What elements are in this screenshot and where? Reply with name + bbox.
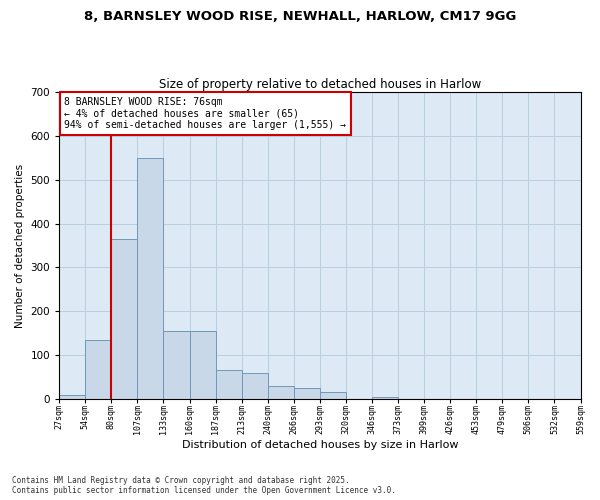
Text: 8 BARNSLEY WOOD RISE: 76sqm
← 4% of detached houses are smaller (65)
94% of semi: 8 BARNSLEY WOOD RISE: 76sqm ← 4% of deta… [64, 97, 346, 130]
Bar [85, 340, 112, 399]
Bar [372, 396, 398, 399]
Bar [112, 239, 137, 399]
Y-axis label: Number of detached properties: Number of detached properties [15, 164, 25, 328]
Text: 8, BARNSLEY WOOD RISE, NEWHALL, HARLOW, CM17 9GG: 8, BARNSLEY WOOD RISE, NEWHALL, HARLOW, … [84, 10, 516, 23]
Bar [320, 392, 346, 399]
Bar [294, 388, 320, 399]
Bar [242, 372, 268, 399]
Bar [215, 370, 242, 399]
Text: Contains HM Land Registry data © Crown copyright and database right 2025.
Contai: Contains HM Land Registry data © Crown c… [12, 476, 396, 495]
Bar [163, 331, 190, 399]
Bar [268, 386, 294, 399]
Bar [190, 331, 215, 399]
Bar [59, 394, 85, 399]
Title: Size of property relative to detached houses in Harlow: Size of property relative to detached ho… [159, 78, 481, 91]
X-axis label: Distribution of detached houses by size in Harlow: Distribution of detached houses by size … [182, 440, 458, 450]
Bar [137, 158, 163, 399]
